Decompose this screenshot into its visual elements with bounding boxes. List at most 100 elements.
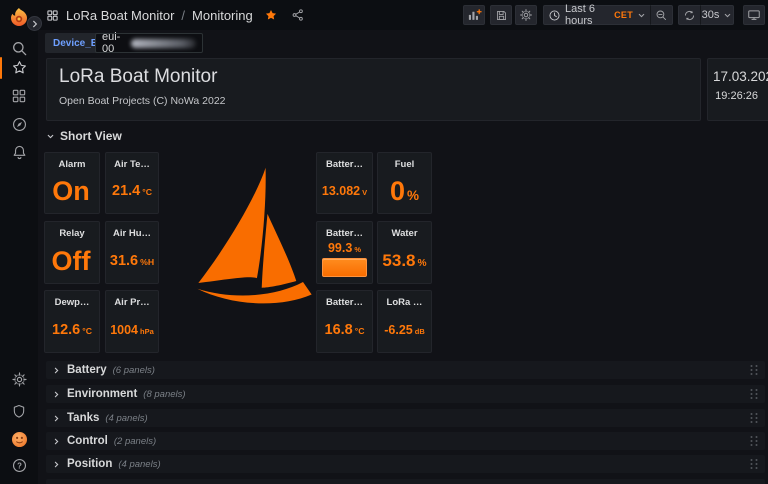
row-battery[interactable]: Battery (6 panels) xyxy=(46,361,765,379)
stat-value: 99.3% xyxy=(327,241,361,255)
grafana-logo[interactable] xyxy=(0,6,38,30)
sidebar-item-alerting[interactable] xyxy=(0,144,38,161)
sidebar-item-dashboards[interactable] xyxy=(0,88,38,104)
stat-panel-relay[interactable]: Relay Off xyxy=(44,221,100,284)
device-eui-input[interactable]: eui-00 xyxy=(95,31,203,55)
help-icon: ? xyxy=(12,458,26,473)
stat-value: 1004 hPa xyxy=(110,322,154,337)
stat-panel-fuel[interactable]: Fuel 0% xyxy=(377,152,432,214)
time-range-label: Last 6 hours xyxy=(565,3,595,27)
save-dashboard-button[interactable] xyxy=(490,5,512,25)
row-panel-count: (6 panels) xyxy=(112,364,155,376)
sidebar: ? xyxy=(0,0,38,484)
panel-title: LoRa … xyxy=(386,297,423,308)
panel-title: Relay xyxy=(59,228,85,239)
drag-handle-icon[interactable] xyxy=(749,435,759,447)
panel-title: Water xyxy=(391,228,418,239)
caret-down-icon xyxy=(725,13,731,17)
favorite-icon xyxy=(265,9,276,20)
chevron-right-icon xyxy=(54,438,59,444)
drag-handle-icon[interactable] xyxy=(749,364,759,376)
stat-panel-air-humidity[interactable]: Air Hu… 31.6 %H xyxy=(105,221,159,284)
sidebar-item-starred[interactable] xyxy=(0,59,38,76)
sidebar-expand-button[interactable] xyxy=(27,16,42,31)
chevron-down-icon xyxy=(47,134,54,138)
row-label: Tanks xyxy=(67,412,100,424)
stat-panel-battery-voltage[interactable]: Batter… 13.082 V xyxy=(316,152,373,214)
title-panel[interactable]: LoRa Boat Monitor Open Boat Projects (C)… xyxy=(46,58,701,121)
gear-icon xyxy=(11,372,27,387)
dashboard-grid: LoRa Boat Monitor Open Boat Projects (C)… xyxy=(38,58,768,484)
sidebar-item-configuration[interactable] xyxy=(0,371,38,388)
device-eui-value: eui-00 xyxy=(102,31,121,55)
row-tanks[interactable]: Tanks (4 panels) xyxy=(46,409,765,427)
stat-panel-air-temperature[interactable]: Air Te… 21.4 °C xyxy=(105,152,159,214)
share-icon xyxy=(292,9,303,21)
stat-unit: hPa xyxy=(140,326,154,336)
stat-panel-battery-bargauge[interactable]: Batter… 99.3% xyxy=(316,221,373,284)
panel-title: Batter… xyxy=(326,159,363,170)
stat-unit: dB xyxy=(414,326,425,336)
row-short-view[interactable]: Short View xyxy=(46,129,122,143)
sidebar-item-search[interactable] xyxy=(0,40,38,57)
breadcrumb: LoRa Boat Monitor / Monitoring xyxy=(46,0,305,30)
panel-title: Dewp… xyxy=(54,297,90,308)
row-control[interactable]: Control (2 panels) xyxy=(46,432,765,450)
favorite-button[interactable] xyxy=(264,8,278,22)
breadcrumb-page[interactable]: Monitoring xyxy=(192,7,253,23)
clock-date: 17.03.2022 xyxy=(713,69,768,84)
stat-value: 0% xyxy=(389,176,420,206)
row-label: Short View xyxy=(60,129,122,143)
stat-value: 12.6 °C xyxy=(52,321,92,338)
dashboard-submenu: Device_EUI eui-00 xyxy=(38,30,768,58)
drag-handle-icon[interactable] xyxy=(749,412,759,424)
refresh-button[interactable] xyxy=(678,5,700,25)
stat-panel-lora-signal[interactable]: LoRa … -6.25 dB xyxy=(377,290,432,353)
caret-down-icon xyxy=(638,13,645,17)
stat-unit: °C xyxy=(82,325,92,336)
clock-time: 19:26:26 xyxy=(715,90,758,102)
chevron-right-icon xyxy=(54,415,59,421)
stat-panel-air-pressure[interactable]: Air Pr… 1004 hPa xyxy=(105,290,159,353)
stat-unit: °C xyxy=(354,325,365,336)
stat-panel-alarm[interactable]: Alarm On xyxy=(44,152,100,214)
clock-panel[interactable]: 17.03.2022 19:26:26 xyxy=(707,58,768,121)
time-range-picker[interactable]: Last 6 hours CET xyxy=(543,3,650,27)
sidebar-item-help[interactable]: ? xyxy=(0,457,38,474)
breadcrumb-separator: / xyxy=(181,7,186,23)
add-panel-button[interactable] xyxy=(463,5,485,25)
stat-panel-water[interactable]: Water 53.8% xyxy=(377,221,432,284)
refresh-interval-picker[interactable]: 30s xyxy=(700,5,734,25)
stat-value: -6.25 dB xyxy=(384,322,425,337)
stat-panel-battery-temperature[interactable]: Batter… 16.8 °C xyxy=(316,290,373,353)
stat-unit: V xyxy=(362,188,368,198)
cycle-view-mode-button[interactable] xyxy=(743,5,765,25)
user-avatar[interactable] xyxy=(0,430,38,449)
clock-icon xyxy=(549,9,560,21)
dashboards-icon xyxy=(12,89,26,103)
row-panel-count: (2 panels) xyxy=(113,435,157,447)
timezone-label: CET xyxy=(614,10,633,20)
sidebar-item-server-admin[interactable] xyxy=(0,403,38,420)
row-position[interactable]: Position (4 panels) xyxy=(46,455,765,473)
sidebar-item-explore[interactable] xyxy=(0,116,38,133)
row-environment[interactable]: Environment (8 panels) xyxy=(46,385,765,403)
stat-unit: %H xyxy=(140,256,155,267)
search-icon xyxy=(12,42,26,56)
drag-handle-icon[interactable] xyxy=(749,388,759,400)
row-panel-count: (8 panels) xyxy=(143,388,186,400)
row-partial[interactable] xyxy=(46,479,765,484)
active-section-indicator xyxy=(0,57,2,79)
share-button[interactable] xyxy=(291,8,305,22)
stat-value: On xyxy=(52,176,90,206)
chevron-right-icon xyxy=(54,461,59,467)
dashboard-settings-button[interactable] xyxy=(515,5,537,25)
panel-title: Batter… xyxy=(326,228,363,239)
row-label: Control xyxy=(67,435,108,447)
drag-handle-icon[interactable] xyxy=(749,458,759,470)
stat-panel-dewpoint[interactable]: Dewp… 12.6 °C xyxy=(44,290,100,353)
row-label: Battery xyxy=(67,364,107,376)
panel-title: Air Pr… xyxy=(114,297,150,308)
time-zoom-out-button[interactable] xyxy=(650,5,673,25)
breadcrumb-dashboard[interactable]: LoRa Boat Monitor xyxy=(66,7,175,23)
